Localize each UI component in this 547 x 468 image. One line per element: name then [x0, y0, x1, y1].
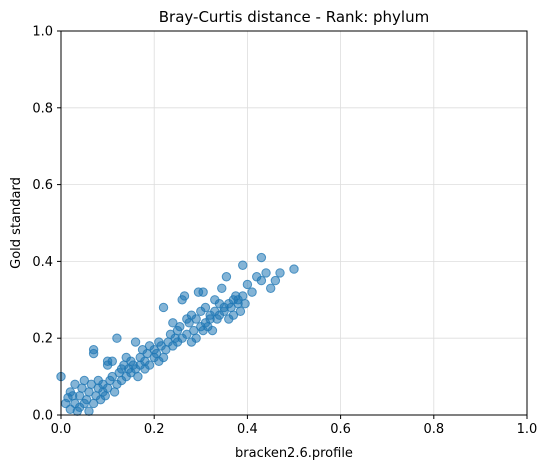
data-point — [158, 352, 169, 363]
y-tick-label: 1.0 — [32, 25, 53, 40]
data-point — [100, 391, 110, 401]
data-point — [79, 375, 90, 386]
x-axis-title: bracken2.6.profile — [235, 446, 353, 461]
axis-ticks: 0.0 0.2 0.4 0.6 0.8 1.0 0.0 0.2 0.4 0.6 0.8 1.0 — [32, 25, 537, 438]
y-tick-label: 0.2 — [32, 332, 53, 347]
data-point — [109, 387, 120, 397]
data-point — [70, 379, 80, 389]
data-point — [198, 287, 208, 297]
data-point — [179, 291, 190, 301]
data-point — [228, 310, 239, 320]
data-point — [130, 337, 141, 347]
plot-frame — [60, 30, 528, 416]
data-point — [238, 291, 248, 301]
y-tick-label: 0.6 — [32, 178, 53, 193]
data-point — [112, 333, 122, 343]
x-tick-label: 1.0 — [517, 422, 538, 437]
data-point — [217, 283, 227, 293]
y-tick-label: 0.8 — [32, 101, 53, 116]
data-point — [107, 356, 117, 366]
data-point — [191, 333, 201, 343]
data-point — [289, 264, 299, 274]
data-point — [84, 406, 94, 416]
data-points — [56, 252, 299, 416]
x-tick-label: 0.6 — [330, 422, 351, 437]
data-point — [247, 287, 257, 297]
data-point — [266, 283, 276, 293]
data-point — [200, 302, 211, 313]
x-tick-label: 0.4 — [237, 422, 258, 437]
data-point — [175, 321, 185, 332]
y-axis-title: Gold standard — [9, 177, 24, 269]
data-point — [256, 252, 267, 263]
x-tick-label: 0.2 — [144, 422, 165, 437]
data-point — [158, 302, 169, 313]
data-point — [256, 275, 267, 286]
data-point — [219, 306, 229, 317]
data-point — [133, 371, 143, 382]
data-point — [242, 279, 253, 290]
data-point — [270, 275, 281, 286]
x-tick-label: 0.8 — [423, 422, 444, 437]
data-point — [144, 360, 155, 370]
data-point — [207, 325, 218, 336]
data-point — [235, 306, 246, 317]
data-point — [182, 329, 192, 340]
data-point — [240, 298, 250, 309]
data-point — [168, 318, 178, 328]
data-point — [107, 371, 117, 382]
y-tick-label: 0.4 — [32, 255, 53, 270]
data-point — [191, 314, 201, 324]
x-tick-label: 0.0 — [51, 422, 72, 437]
data-point — [261, 268, 271, 278]
data-point — [275, 268, 285, 278]
chart-title: Bray-Curtis distance - Rank: phylum — [159, 8, 429, 26]
data-point — [86, 379, 96, 389]
data-point — [238, 260, 248, 270]
data-point — [88, 348, 99, 359]
data-point — [221, 272, 232, 282]
y-tick-label: 0.0 — [32, 409, 53, 424]
